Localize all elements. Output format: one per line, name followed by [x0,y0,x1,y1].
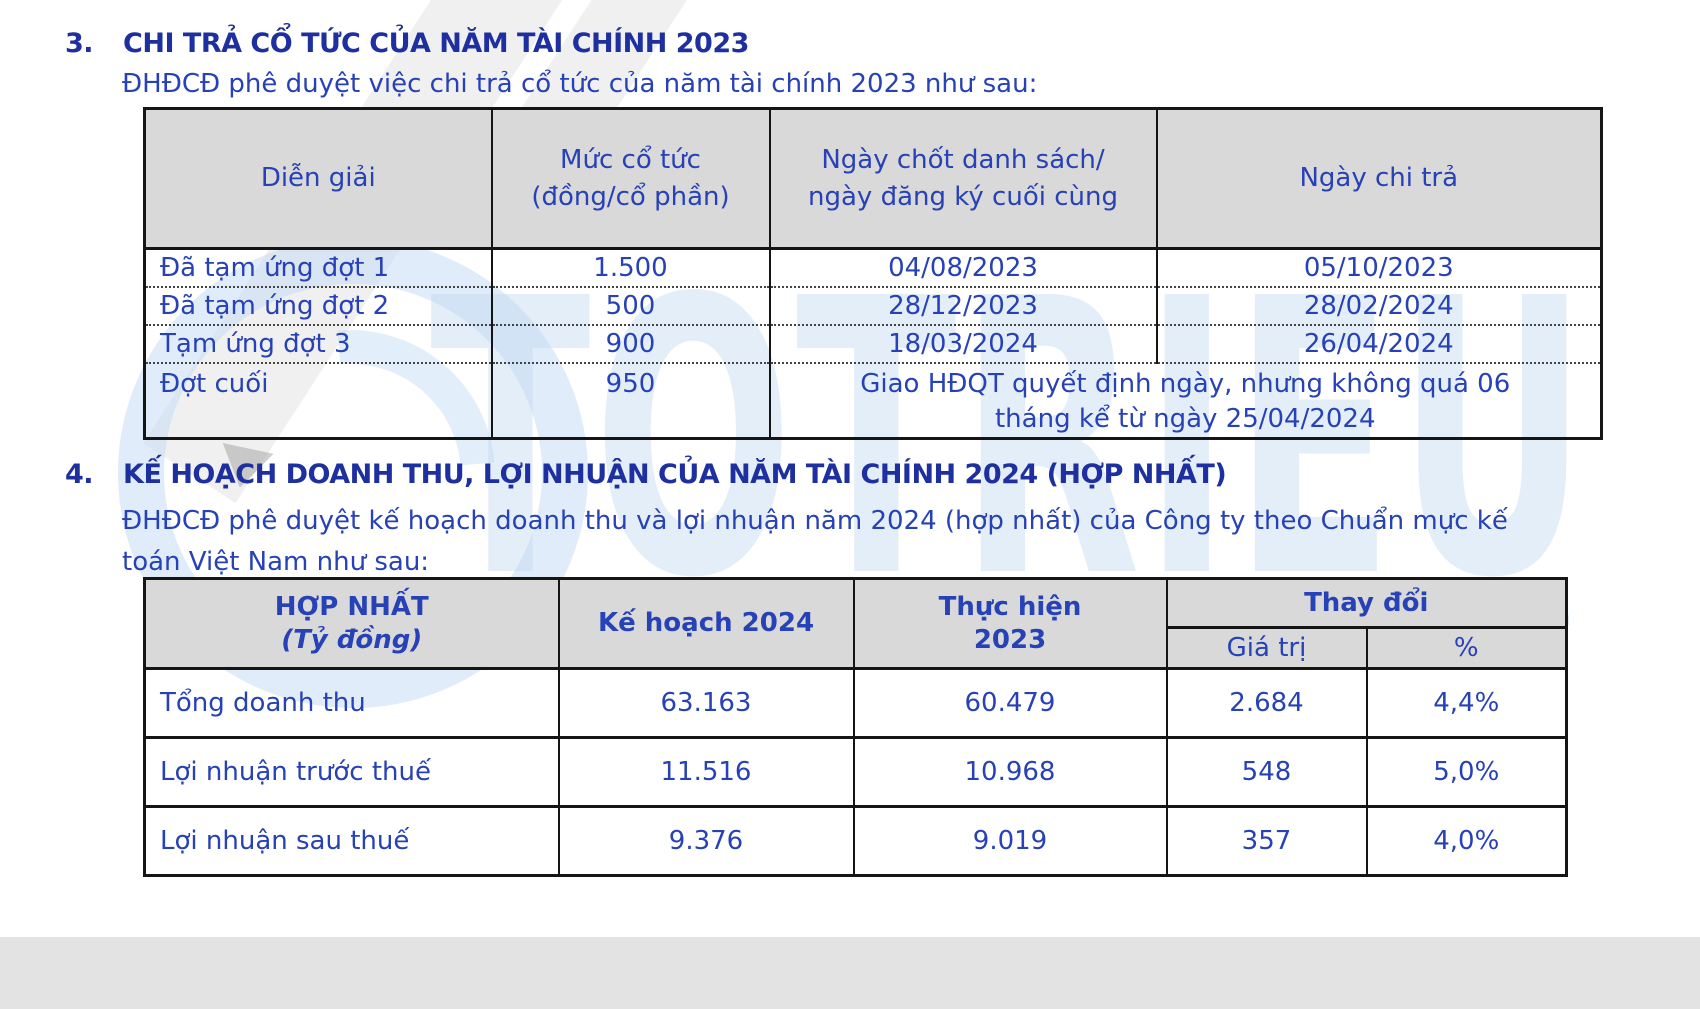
note-line: Giao HĐQT quyết định ngày, nhưng không q… [860,369,1511,399]
cell-label: Lợi nhuận trước thuế [143,736,560,808]
header-title: HỢP NHẤT [274,592,429,622]
cell-change-percent: 4,0% [1365,805,1568,877]
cell-dividend: 900 [490,324,771,363]
intro-line: ĐHĐCĐ phê duyệt kế hoạch doanh thu và lợ… [122,506,1508,536]
page-bottom-strip [0,937,1700,1009]
intro-line: toán Việt Nam như sau: [122,547,430,577]
header-unit: (Tỷ đồng) [281,624,423,655]
header-line: Diễn giải [260,163,376,194]
cell-dividend: 500 [490,286,771,325]
section-3-title: CHI TRẢ CỔ TỨC CỦA NĂM TÀI CHÍNH 2023 [123,28,749,59]
plan-table-subheader-row: Giá trị % [145,626,1568,670]
cell-label: Tổng doanh thu [143,667,560,739]
header-line: Thực hiện [938,592,1082,622]
section-3-number: 3. [65,28,94,59]
table-row-final: Đợt cuối 950 Giao HĐQT quyết định ngày, … [143,362,1603,439]
cell-payment-date: 05/10/2023 [1155,248,1603,287]
table-row: Lợi nhuận trước thuế 11.516 10.968 548 5… [143,736,1568,808]
plan-table: HỢP NHẤT (Tỷ đồng) Kế hoạch 2024 Thực hi… [143,577,1569,877]
cell-dividend: 950 [490,362,771,439]
section-3-intro: ĐHĐCĐ phê duyệt việc chi trả cổ tức của … [122,69,1038,99]
header-line: ngày đăng ký cuối cùng [808,181,1118,212]
plan-table-header-row: HỢP NHẤT (Tỷ đồng) Kế hoạch 2024 Thực hi… [143,577,1568,670]
cell-actual-2023: 9.019 [852,805,1168,877]
section-3-heading: 3. CHI TRẢ CỔ TỨC CỦA NĂM TÀI CHÍNH 2023 [65,28,749,59]
section-4-heading: 4. KẾ HOẠCH DOANH THU, LỢI NHUẬN CỦA NĂM… [65,459,1227,490]
section-4-title: KẾ HOẠCH DOANH THU, LỢI NHUẬN CỦA NĂM TÀ… [123,459,1227,490]
header-thay-doi: Thay đổi [1165,577,1568,629]
note-line: tháng kể từ ngày 25/04/2024 [994,404,1376,434]
cell-change-percent: 4,4% [1365,667,1568,739]
header-hop-nhat: HỢP NHẤT (Tỷ đồng) [143,577,560,670]
table-row: Đã tạm ứng đợt 2 500 28/12/2023 28/02/20… [143,286,1603,325]
cell-record-date: 28/12/2023 [768,286,1158,325]
cell-plan-2024: 63.163 [557,667,855,739]
header-line: Mức cổ tức [560,145,701,176]
cell-label: Đã tạm ứng đợt 2 [143,286,493,325]
cell-label: Đã tạm ứng đợt 1 [143,248,493,287]
cell-record-date: 18/03/2024 [768,324,1158,363]
cell-dividend: 1.500 [490,248,771,287]
cell-record-date: 04/08/2023 [768,248,1158,287]
cell-actual-2023: 60.479 [852,667,1168,739]
cell-payment-date: 28/02/2024 [1155,286,1603,325]
table-row: Lợi nhuận sau thuế 9.376 9.019 357 4,0% [143,805,1568,877]
cell-label: Đợt cuối [143,362,493,439]
header-ngay-chi-tra: Ngày chi trả [1155,108,1603,250]
cell-change-percent: 5,0% [1365,736,1568,808]
header-line: 2023 [973,624,1047,655]
subheader-gia-tri: Giá trị [1165,626,1368,670]
cell-change-value: 2.684 [1165,667,1368,739]
cell-label: Tạm ứng đợt 3 [143,324,493,363]
subheader-percent: % [1365,626,1568,670]
section-4-intro: ĐHĐCĐ phê duyệt kế hoạch doanh thu và lợ… [122,501,1508,583]
cell-payment-date: 26/04/2024 [1155,324,1603,363]
cell-label: Lợi nhuận sau thuế [143,805,560,877]
dividend-table: Diễn giải Mức cổ tức (đồng/cổ phần) Ngày… [143,107,1603,440]
header-ke-hoach-2024: Kế hoạch 2024 [557,577,855,670]
table-row: Tổng doanh thu 63.163 60.479 2.684 4,4% [143,667,1568,739]
table-row: Đã tạm ứng đợt 1 1.500 04/08/2023 05/10/… [143,248,1603,287]
table-row: Tạm ứng đợt 3 900 18/03/2024 26/04/2024 [143,324,1603,363]
header-line: Ngày chi trả [1299,163,1459,194]
cell-payment-note: Giao HĐQT quyết định ngày, nhưng không q… [768,362,1603,439]
cell-change-value: 548 [1165,736,1368,808]
cell-actual-2023: 10.968 [852,736,1168,808]
header-ngay-chot: Ngày chốt danh sách/ ngày đăng ký cuối c… [768,108,1158,250]
cell-change-value: 357 [1165,805,1368,877]
header-thuc-hien-2023: Thực hiện 2023 [852,577,1168,670]
header-line: (đồng/cổ phần) [531,181,730,212]
section-4-number: 4. [65,459,94,490]
header-line: Ngày chốt danh sách/ [821,145,1105,176]
header-muc-co-tuc: Mức cổ tức (đồng/cổ phần) [490,108,771,250]
cell-plan-2024: 11.516 [557,736,855,808]
dividend-table-header-row: Diễn giải Mức cổ tức (đồng/cổ phần) Ngày… [143,108,1603,250]
cell-plan-2024: 9.376 [557,805,855,877]
header-dien-giai: Diễn giải [143,108,493,250]
